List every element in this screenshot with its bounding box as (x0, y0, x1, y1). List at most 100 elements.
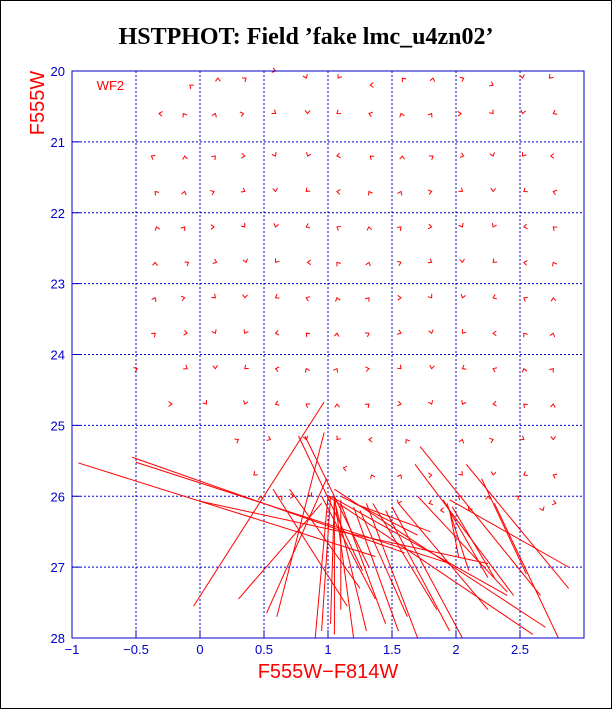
arrow-head (180, 295, 186, 302)
displacement-vector (417, 495, 508, 593)
displacement-vector (193, 401, 325, 607)
displacement-vector (276, 432, 325, 617)
arrow-head (240, 187, 246, 193)
arrow-head (274, 258, 280, 264)
arrow-head (457, 110, 462, 117)
arrow-head (271, 67, 277, 73)
arrow-head (183, 364, 188, 370)
arrow-head (405, 438, 411, 444)
arrow-head (274, 293, 280, 299)
arrow-head (552, 189, 558, 196)
arrow-head (133, 366, 139, 373)
displacement-vector (449, 510, 460, 557)
arrow-head (211, 293, 216, 299)
displacement-vector (449, 499, 569, 568)
arrow-head (253, 470, 258, 476)
arrow-head (274, 366, 280, 373)
displacement-vector (327, 495, 534, 635)
arrow-head (154, 226, 161, 231)
arrow-head (490, 187, 497, 193)
displacement-vector (289, 488, 361, 589)
arrow-head (427, 189, 433, 195)
arrow-head (305, 403, 311, 409)
arrow-head (396, 260, 402, 267)
arrow-head (365, 261, 371, 267)
arrow-head (397, 190, 403, 196)
arrow-head (458, 438, 465, 444)
arrow-head (305, 332, 311, 338)
y-tick-label: 23 (51, 277, 65, 292)
arrow-head (467, 506, 473, 512)
arrow-head (243, 329, 249, 334)
arrow-head (552, 109, 558, 115)
arrow-head (289, 493, 295, 499)
arrow-head (333, 332, 340, 337)
arrow-head (523, 403, 528, 409)
arrow-head (539, 506, 545, 512)
arrow-head (306, 259, 312, 266)
arrow-head (366, 226, 373, 231)
arrow-head (396, 226, 402, 231)
arrow-head (397, 474, 402, 480)
displacement-vector (442, 499, 489, 579)
arrow-head (401, 77, 407, 83)
arrow-head (342, 465, 348, 472)
arrow-head (211, 112, 217, 118)
arrow-head (552, 261, 558, 267)
y-tick-label: 20 (51, 64, 65, 79)
arrow-head (523, 260, 528, 266)
arrow-head (550, 436, 557, 441)
arrow-head (523, 187, 528, 193)
arrow-head (489, 109, 494, 115)
arrow-head (549, 153, 555, 159)
arrow-head (492, 258, 498, 263)
arrow-head (336, 225, 341, 231)
arrow-head (427, 293, 433, 299)
arrow-head (150, 154, 156, 160)
arrow-head (181, 190, 187, 196)
y-tick-label: 28 (51, 631, 65, 646)
arrow-head (210, 190, 215, 196)
arrow-head (428, 329, 434, 335)
arrow-head (365, 366, 370, 372)
y-axis-title: F555W (27, 71, 49, 136)
displacement-vector (414, 464, 514, 596)
arrow-head (549, 368, 554, 373)
arrow-head (459, 76, 465, 82)
arrow-head (189, 84, 194, 90)
arrow-head (305, 187, 311, 193)
x-tick-label: 1.5 (383, 642, 401, 657)
arrow-head (459, 152, 465, 158)
arrow-head (257, 495, 264, 501)
displacement-vector (314, 496, 329, 639)
arrow-head (427, 400, 434, 405)
arrow-head (521, 152, 527, 157)
arrow-head (429, 364, 435, 370)
arrow-head (439, 507, 445, 513)
arrow-head (306, 152, 312, 157)
arrow-head (491, 222, 497, 228)
arrow-head (158, 111, 163, 117)
arrow-head (458, 470, 463, 476)
arrow-head (368, 436, 373, 443)
displacement-vector (340, 495, 418, 536)
x-tick-label: 0 (196, 642, 203, 657)
displacement-vector (78, 462, 376, 557)
arrow-head (305, 223, 311, 229)
arrow-head (548, 74, 554, 79)
arrow-head (334, 403, 340, 408)
arrow-head (489, 81, 494, 87)
arrow-head (154, 190, 160, 196)
arrow-head (549, 332, 556, 338)
arrow-head (429, 77, 436, 82)
arrow-head (336, 435, 341, 441)
arrow-head (368, 111, 373, 118)
arrow-head (304, 367, 311, 373)
arrow-head (492, 330, 497, 337)
arrow-head (333, 367, 339, 373)
arrow-head (457, 495, 463, 501)
arrow-head (151, 332, 156, 338)
arrow-head (521, 367, 528, 373)
arrow-head (427, 223, 433, 230)
y-tick-label: 25 (51, 418, 65, 433)
